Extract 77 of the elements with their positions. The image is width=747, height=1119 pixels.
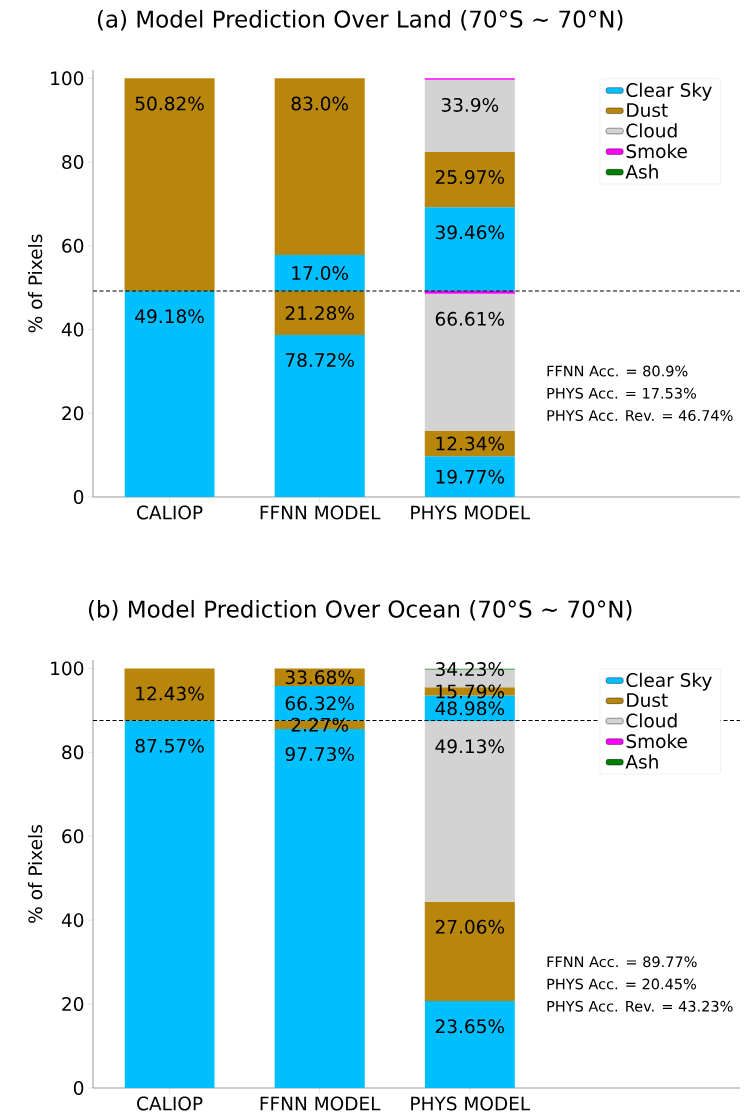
bar bbox=[124, 78, 215, 292]
x-tick-label: FFNN MODEL bbox=[260, 505, 381, 520]
text: PHYS Acc. Rev. = 46.74% bbox=[547, 409, 733, 421]
y-tick-label: 40 bbox=[61, 913, 84, 928]
x-tick-label: CALIOP bbox=[137, 505, 203, 520]
y-tick-label: 60 bbox=[62, 829, 84, 844]
text: FFNN Acc. = 89.77% bbox=[547, 956, 697, 968]
bar bbox=[424, 901, 515, 1002]
annotation: 23.65% bbox=[435, 1019, 505, 1034]
annotation: 97.73% bbox=[285, 747, 354, 762]
annotation: 12.34% bbox=[436, 436, 505, 451]
chart-title: (b) Model Prediction Over Ocean (70°S ~ 70°N) bbox=[88, 599, 632, 621]
annotation: 33.9% bbox=[441, 97, 499, 112]
x-tick-label: FFNN MODEL bbox=[260, 1096, 381, 1111]
annotation: 27.06% bbox=[435, 919, 505, 934]
y-tick-label: 100 bbox=[51, 661, 84, 676]
legend-label: Clear Sky bbox=[626, 672, 712, 691]
x-tick-label: PHYS MODEL bbox=[411, 1096, 531, 1111]
legend-label: Ash bbox=[625, 164, 658, 179]
y-tick-label: 100 bbox=[51, 71, 84, 86]
legend-label: Dust bbox=[627, 103, 668, 118]
y-tick-label: 60 bbox=[62, 238, 84, 253]
text: FFNN Acc. = 80.9% bbox=[547, 365, 688, 377]
y-tick-label: 20 bbox=[62, 997, 84, 1012]
bar bbox=[274, 291, 365, 335]
text: PHYS Acc. = 17.53% bbox=[547, 387, 697, 399]
legend-label: Clear Sky bbox=[626, 82, 712, 101]
bar bbox=[424, 293, 515, 431]
legend-label: Smoke bbox=[626, 733, 687, 749]
annotation: 50.82% bbox=[135, 96, 204, 111]
legend-label: Dust bbox=[627, 693, 668, 708]
y-tick-label: 80 bbox=[62, 745, 84, 760]
annotation: 12.43% bbox=[136, 686, 204, 701]
annotation: 33.68% bbox=[285, 670, 354, 685]
annotation: 49.18% bbox=[135, 309, 204, 324]
legend-label: Cloud bbox=[626, 713, 677, 728]
text: PHYS Acc. Rev. = 43.23% bbox=[547, 1000, 733, 1012]
x-tick-label: PHYS MODEL bbox=[411, 505, 531, 520]
bar bbox=[274, 334, 365, 497]
bar bbox=[424, 456, 515, 497]
annotation: 39.46% bbox=[435, 225, 505, 240]
y-tick-label: 0 bbox=[73, 489, 84, 504]
bar bbox=[424, 207, 515, 292]
annotation: 87.57% bbox=[135, 738, 204, 753]
y-tick-label: 20 bbox=[62, 406, 84, 421]
bar bbox=[424, 151, 515, 208]
y-axis-title: % of Pixels bbox=[27, 825, 43, 923]
annotation: 66.32% bbox=[285, 696, 354, 711]
bar bbox=[274, 254, 365, 292]
annotation: 17.0% bbox=[292, 266, 349, 281]
annotation: 83.0% bbox=[291, 96, 349, 111]
y-tick-label: 0 bbox=[73, 1081, 84, 1095]
text: PHYS Acc. = 20.45% bbox=[547, 978, 697, 990]
bar bbox=[124, 720, 215, 1088]
legend-label: Smoke bbox=[626, 143, 687, 159]
legend-label: Cloud bbox=[626, 123, 677, 138]
bar bbox=[424, 79, 515, 152]
annotation: 34.23% bbox=[435, 662, 505, 677]
annotation: 66.61% bbox=[435, 311, 505, 326]
y-tick-label: 80 bbox=[62, 155, 84, 170]
annotation: 2.27% bbox=[291, 717, 349, 732]
y-axis-title: % of Pixels bbox=[27, 234, 43, 333]
annotation: 19.77% bbox=[436, 469, 505, 484]
annotation: 21.28% bbox=[285, 306, 354, 321]
bar bbox=[274, 78, 365, 255]
x-tick-label: CALIOP bbox=[137, 1096, 203, 1111]
bar bbox=[124, 668, 215, 721]
bar bbox=[424, 721, 515, 902]
annotation: 25.97% bbox=[435, 170, 505, 185]
y-tick-label: 40 bbox=[61, 322, 84, 337]
legend-label: Ash bbox=[625, 754, 658, 769]
annotation: 78.72% bbox=[285, 353, 354, 368]
chart-title: (a) Model Prediction Over Land (70°S ~ 70°N) bbox=[97, 9, 623, 31]
bar bbox=[124, 291, 215, 497]
annotation: 49.13% bbox=[435, 739, 505, 754]
bar bbox=[424, 1001, 515, 1088]
annotation: 48.98% bbox=[435, 701, 505, 716]
